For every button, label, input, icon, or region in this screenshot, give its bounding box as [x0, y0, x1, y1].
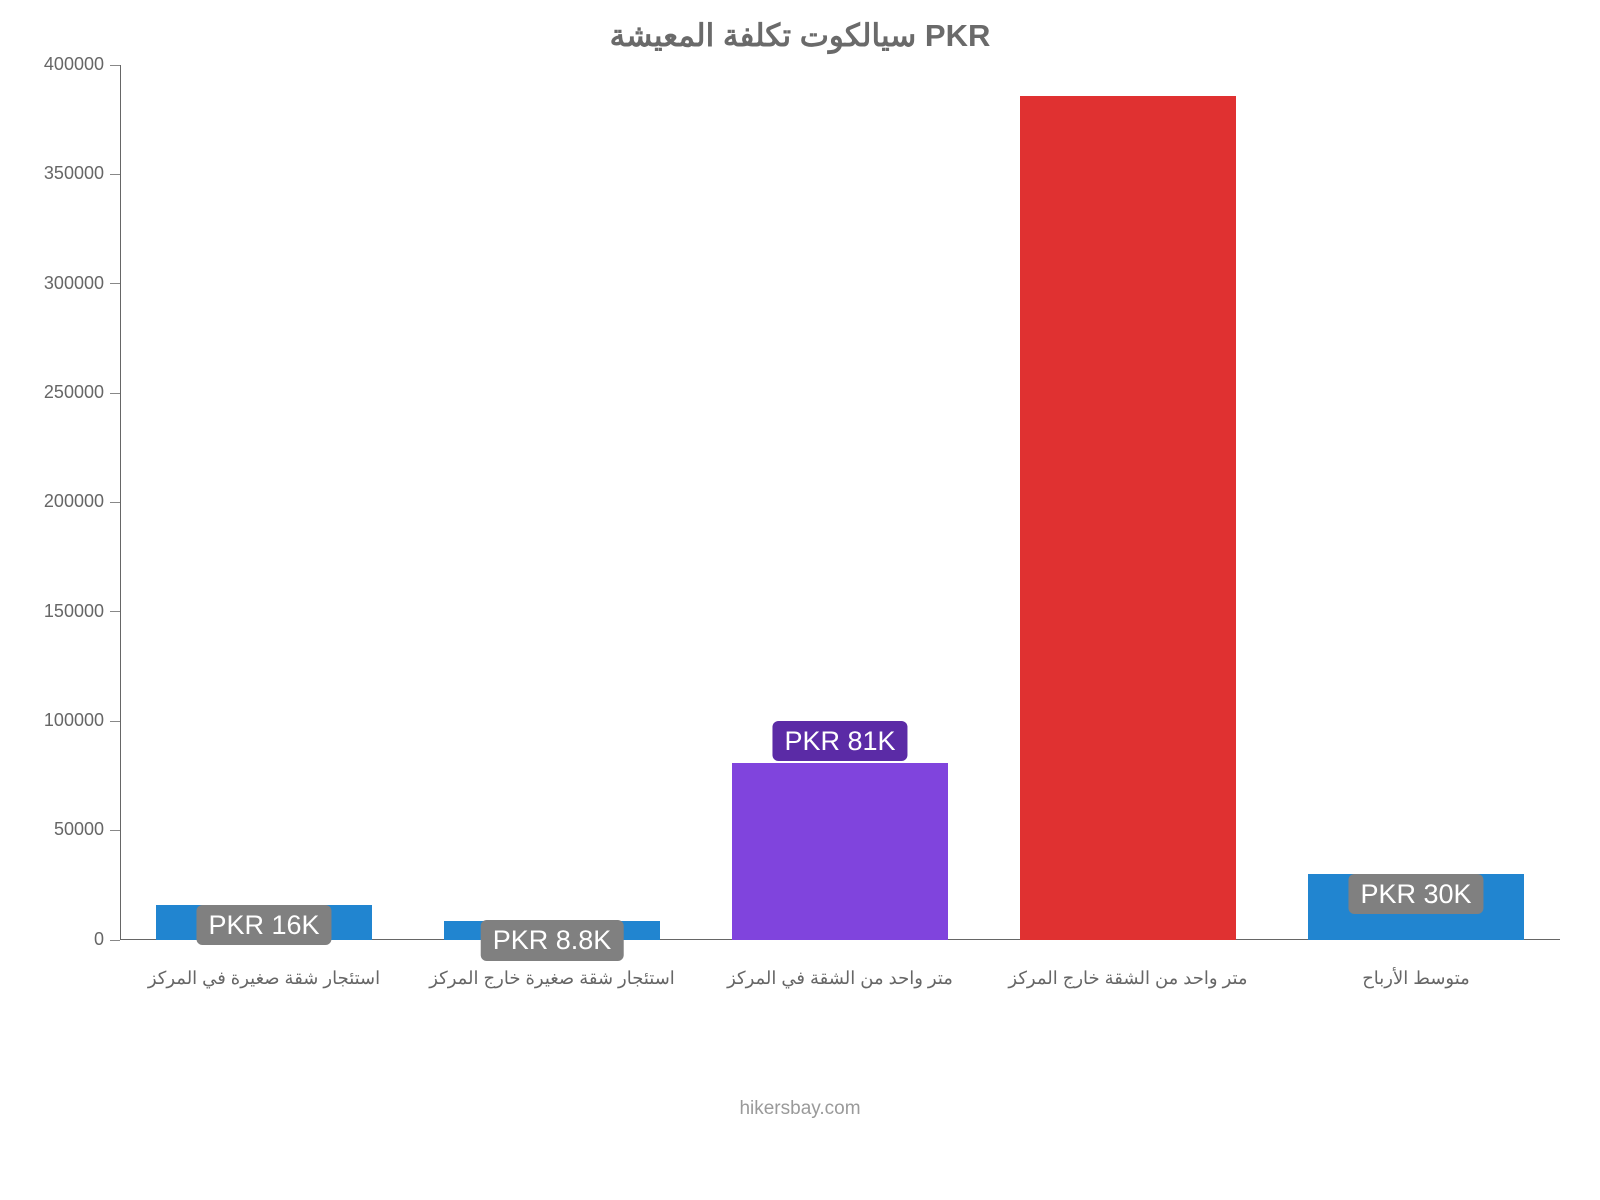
y-tick: [110, 283, 120, 284]
y-tick-label: 150000: [4, 601, 104, 622]
x-tick-label: استئجار شقة صغيرة في المركز: [120, 968, 408, 989]
y-axis-line: [120, 65, 121, 940]
value-badge: PKR 8.8K: [481, 920, 624, 960]
y-tick: [110, 393, 120, 394]
y-tick-label: 250000: [4, 382, 104, 403]
y-tick: [110, 502, 120, 503]
y-tick-label: 50000: [4, 819, 104, 840]
y-tick-label: 350000: [4, 163, 104, 184]
value-badge: PKR 16K: [196, 905, 331, 945]
x-tick-label: متر واحد من الشقة في المركز: [696, 968, 984, 989]
chart-footer: hikersbay.com: [0, 1098, 1600, 1120]
y-tick-label: 300000: [4, 273, 104, 294]
y-tick: [110, 174, 120, 175]
y-tick: [110, 611, 120, 612]
chart-container: سيالكوت تكلفة المعيشة PKR 05000010000015…: [0, 0, 1600, 1200]
y-tick-label: 100000: [4, 710, 104, 731]
bar: [1020, 96, 1236, 940]
y-tick-label: 200000: [4, 491, 104, 512]
value-badge: PKR 30K: [1348, 874, 1483, 914]
plot-area: 0500001000001500002000002500003000003500…: [120, 65, 1560, 940]
y-tick: [110, 940, 120, 941]
chart-title: سيالكوت تكلفة المعيشة PKR: [0, 18, 1600, 54]
y-tick-label: 400000: [4, 54, 104, 75]
x-tick-label: متوسط الأرباح: [1272, 968, 1560, 989]
y-tick: [110, 65, 120, 66]
x-tick-label: متر واحد من الشقة خارج المركز: [984, 968, 1272, 989]
y-tick-label: 0: [4, 929, 104, 950]
y-tick: [110, 721, 120, 722]
x-tick-label: استئجار شقة صغيرة خارج المركز: [408, 968, 696, 989]
y-tick: [110, 830, 120, 831]
value-badge: PKR 81K: [772, 721, 907, 761]
bar: [732, 763, 948, 940]
